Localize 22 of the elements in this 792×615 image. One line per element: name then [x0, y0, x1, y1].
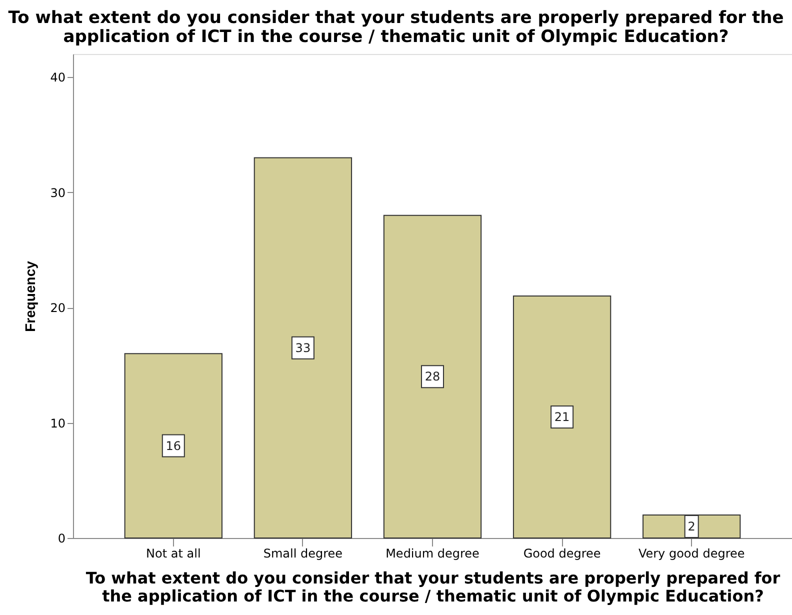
- bar: [512, 296, 612, 538]
- x-tick-label: Medium degree: [386, 546, 480, 560]
- chart-title: To what extent do you consider that your students are properly prepared for the application of ICT in the course / thematic unit of Olympic Education?: [8, 8, 784, 47]
- y-tick-label: 40: [50, 70, 66, 85]
- bar: [383, 214, 482, 538]
- data-label: 2: [688, 519, 696, 534]
- bar: [124, 353, 222, 538]
- y-axis-title: Frequency: [22, 260, 38, 332]
- bar: [254, 157, 352, 538]
- data-label: 28: [424, 370, 440, 384]
- x-tick-label: Small degree: [263, 546, 343, 560]
- x-axis-title: To what extent do you consider that your students are properly prepared for the application of ICT in the course / thematic unit of Olympic Education?: [86, 568, 780, 606]
- x-tick-label: Very good degree: [638, 546, 745, 560]
- y-tick-label: 30: [50, 186, 66, 200]
- data-label: 16: [166, 438, 182, 453]
- y-tick-label: 0: [58, 532, 66, 546]
- x-tick-label: Not at all: [146, 546, 201, 560]
- x-tick-label: Good degree: [523, 546, 601, 560]
- y-tick-label: 20: [50, 301, 66, 316]
- data-label: 33: [295, 340, 311, 355]
- y-tick-label: 10: [50, 416, 66, 430]
- data-label: 21: [554, 410, 570, 424]
